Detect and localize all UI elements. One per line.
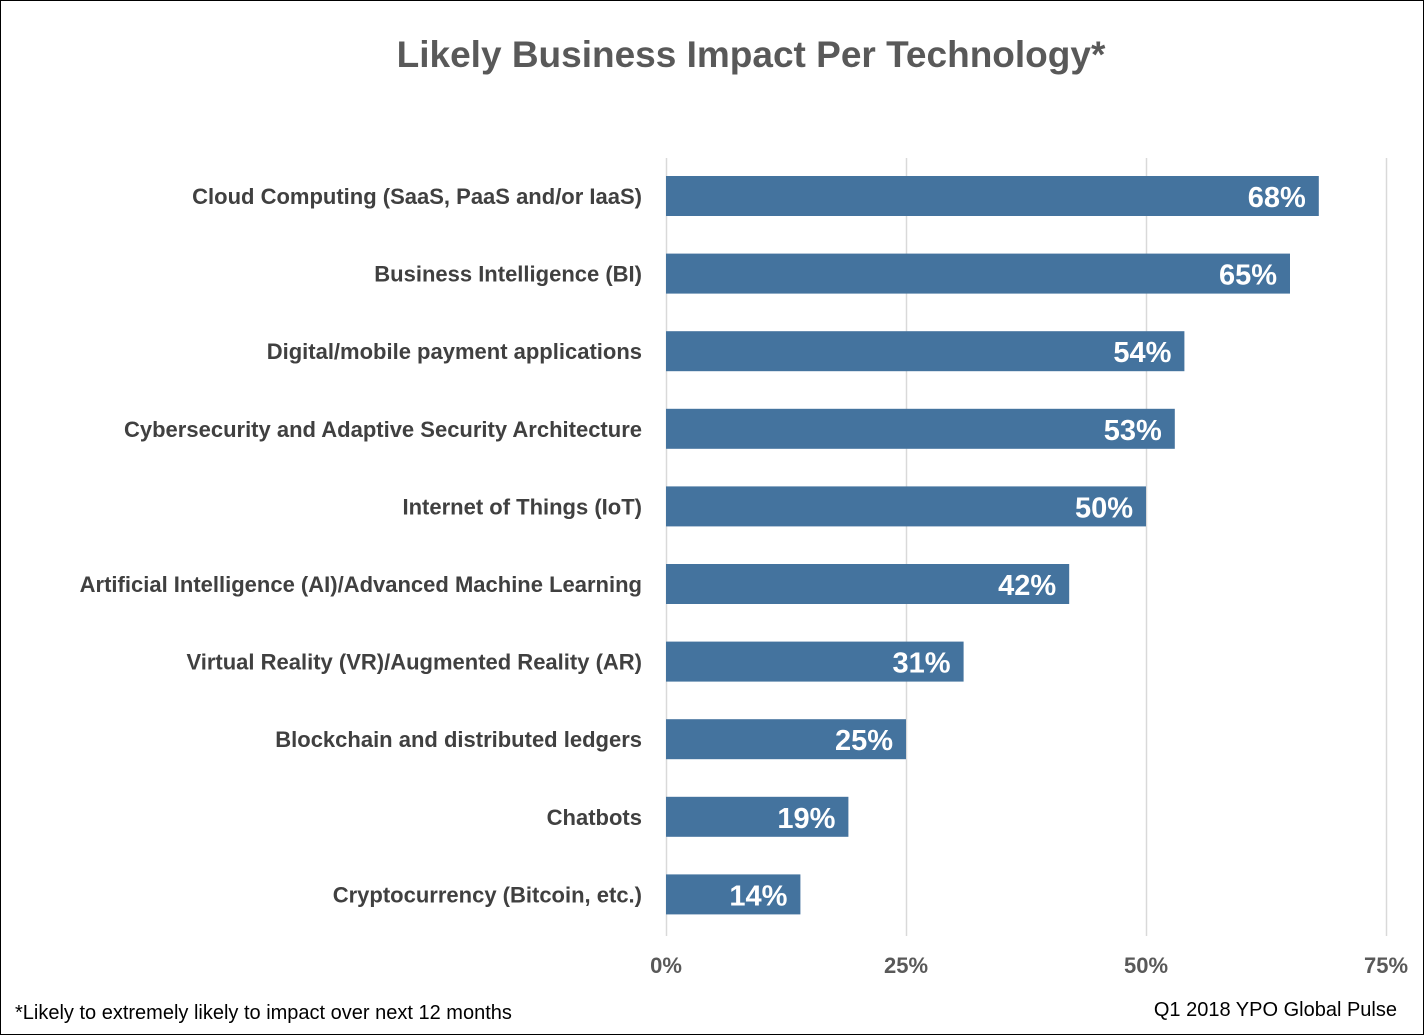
category-label: Internet of Things (IoT) [402,494,642,519]
value-labels: 68% 65% 54% 53% 50% 42% 31% 25% 19% 14% [729,182,1306,912]
data-label: 14% [729,880,787,912]
data-label: 53% [1104,415,1162,447]
bar [666,176,1319,216]
bar [666,331,1185,372]
bar [666,486,1146,527]
x-tick-label: 0% [650,953,682,978]
category-label: Digital/mobile payment applications [267,339,642,364]
bar [666,796,849,837]
category-label: Chatbots [547,805,642,830]
bar [666,874,801,915]
data-label: 50% [1075,492,1133,524]
x-tick-label: 75% [1364,953,1408,978]
category-label: Cloud Computing (SaaS, PaaS and/or IaaS) [192,184,642,209]
chart-title: Likely Business Impact Per Technology* [397,34,1106,75]
data-label: 19% [777,803,835,835]
bar [666,253,1290,294]
bar [666,408,1175,449]
bar [666,719,906,760]
x-axis-ticks: 0% 25% 50% 75% [650,953,1408,978]
category-label: Business Intelligence (BI) [374,262,642,287]
bars [666,176,1319,915]
bar [666,564,1070,604]
category-labels: Cloud Computing (SaaS, PaaS and/or IaaS)… [80,184,642,907]
footnote: *Likely to extremely likely to impact ov… [15,1002,512,1024]
data-label: 68% [1248,182,1306,214]
category-label: Virtual Reality (VR)/Augmented Reality (… [186,650,642,675]
category-label: Cryptocurrency (Bitcoin, etc.) [333,882,642,907]
category-label: Cybersecurity and Adaptive Security Arch… [124,417,642,442]
data-label: 31% [893,648,951,680]
data-label: 25% [835,725,893,757]
category-label: Blockchain and distributed ledgers [275,727,642,752]
data-label: 65% [1219,260,1277,292]
category-label: Artificial Intelligence (AI)/Advanced Ma… [80,572,642,597]
x-tick-label: 25% [884,953,928,978]
data-label: 42% [998,570,1056,602]
source-note: Q1 2018 YPO Global Pulse [1154,999,1397,1021]
bar [666,641,964,682]
data-label: 54% [1113,337,1171,369]
x-tick-label: 50% [1124,953,1168,978]
